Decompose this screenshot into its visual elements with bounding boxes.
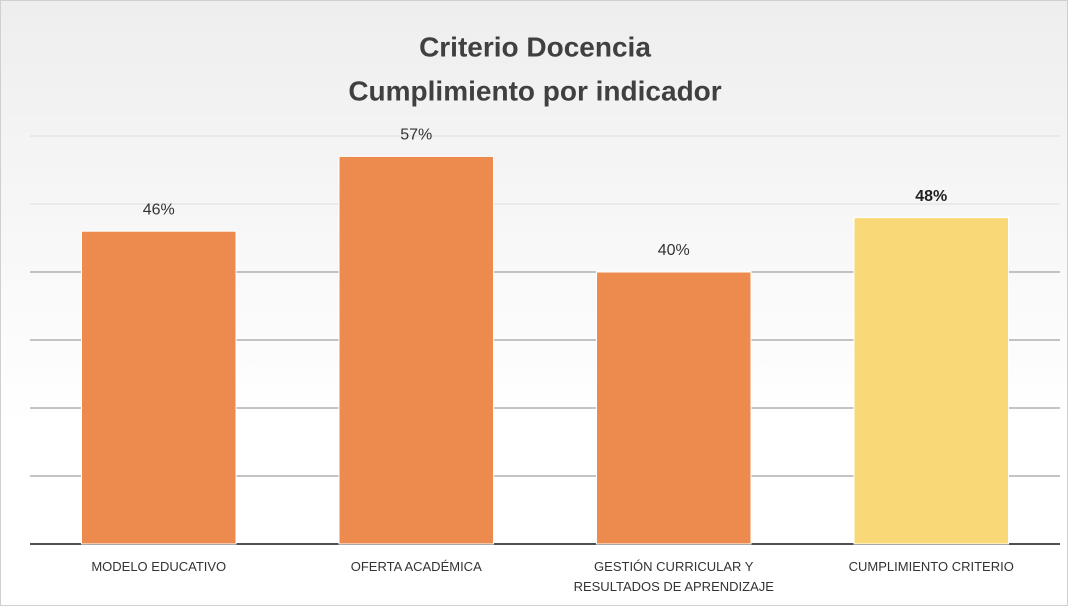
chart-title: Criterio Docencia bbox=[419, 31, 651, 62]
value-label: 46% bbox=[143, 201, 175, 218]
bar bbox=[338, 155, 494, 545]
value-label: 40% bbox=[658, 242, 690, 259]
x-tick-label: MODELO EDUCATIVO bbox=[91, 559, 227, 574]
value-label: 48% bbox=[915, 188, 947, 205]
x-tick-label: OFERTA ACADÉMICA bbox=[350, 559, 482, 574]
bar bbox=[81, 230, 237, 545]
x-tick-label: GESTIÓN CURRICULAR Y RESULTADOS DE APREN… bbox=[573, 559, 774, 594]
chart-subtitle: Cumplimiento por indicador bbox=[348, 75, 721, 106]
x-tick-label: CUMPLIMIENTO CRITERIO bbox=[848, 559, 1014, 574]
value-label: 57% bbox=[400, 127, 432, 144]
bar bbox=[596, 271, 752, 545]
bar bbox=[853, 217, 1009, 545]
